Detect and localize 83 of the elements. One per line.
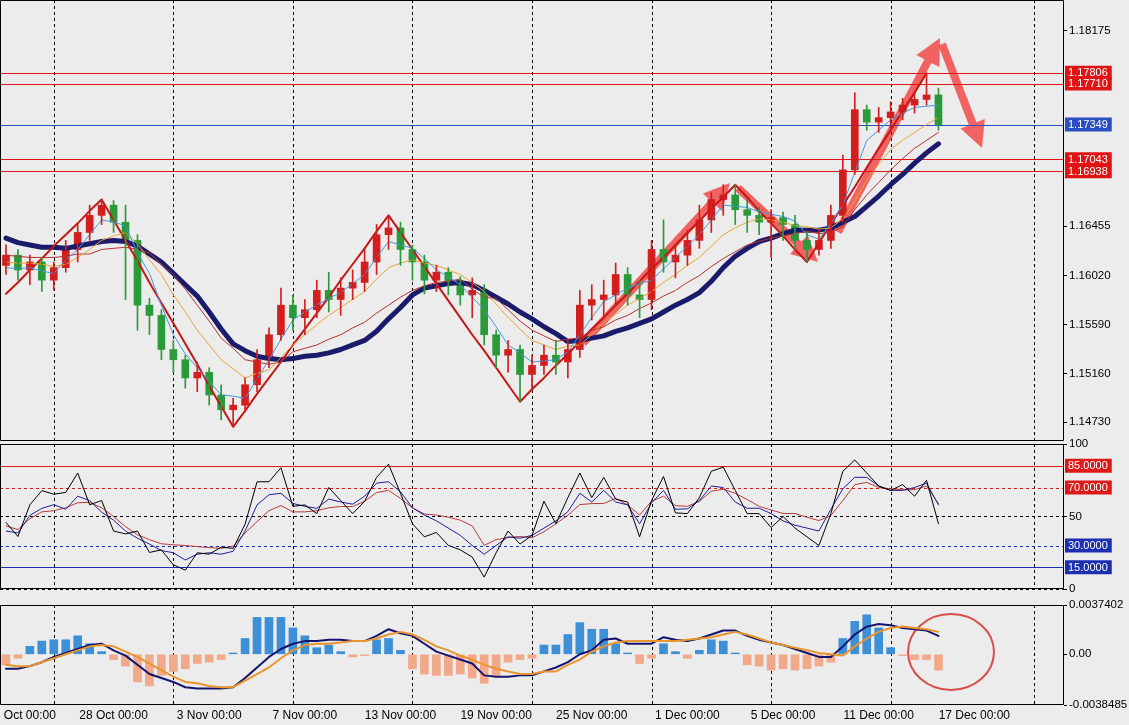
- bar: [180, 654, 190, 670]
- x-tick-label: 1 Dec 00:00: [655, 707, 721, 722]
- bar: [97, 651, 106, 655]
- bar: [659, 643, 668, 655]
- y-tick-label: 1.15590: [1069, 317, 1111, 330]
- bar: [396, 650, 405, 655]
- x-tick-label: Oct 00:00: [3, 707, 57, 722]
- ref-line-label: 1.17806: [1068, 66, 1108, 79]
- x-tick-label: 13 Nov 00:00: [364, 707, 437, 722]
- bar: [527, 654, 537, 659]
- bar: [515, 654, 525, 660]
- bar: [169, 654, 178, 672]
- y-tick-label: 1.16020: [1069, 268, 1111, 281]
- bar: [312, 647, 322, 655]
- bar: [432, 654, 441, 676]
- ref-line-label: 30.0000: [1068, 539, 1108, 552]
- bar: [252, 617, 262, 655]
- bar: [408, 654, 417, 670]
- bar: [718, 640, 728, 655]
- y-tick-label: 0.00: [1069, 647, 1092, 660]
- y-tick-label: 0: [1069, 582, 1076, 595]
- y-tick-label: -0.0038485: [1069, 698, 1128, 711]
- bar: [204, 654, 214, 663]
- y-tick-label: 1.14730: [1069, 415, 1111, 428]
- bar: [240, 638, 250, 655]
- bar: [922, 654, 931, 660]
- ref-line-label: 15.0000: [1068, 560, 1108, 573]
- bar: [37, 640, 47, 655]
- bar: [611, 643, 621, 655]
- bar: [49, 639, 59, 655]
- bar: [25, 646, 35, 655]
- bar: [707, 639, 716, 655]
- bar: [671, 651, 680, 655]
- ref-line-label: 85.0000: [1068, 459, 1108, 472]
- bar: [910, 654, 919, 660]
- x-tick-label: 7 Nov 00:00: [272, 707, 338, 722]
- bar: [384, 638, 393, 655]
- x-tick-label: 17 Dec 00:00: [938, 707, 1011, 722]
- x-tick-label: 5 Dec 00:00: [750, 707, 816, 722]
- bar: [264, 617, 274, 655]
- y-tick-label: 1.16455: [1069, 219, 1111, 232]
- y-tick-label: 1.18175: [1069, 23, 1111, 36]
- bar: [575, 622, 585, 655]
- x-tick-label: 28 Oct 00:00: [79, 707, 149, 722]
- bar: [216, 654, 226, 660]
- bar: [635, 654, 644, 664]
- ref-line-label: 1.17349: [1068, 118, 1108, 131]
- bar: [778, 654, 788, 670]
- bar: [563, 634, 573, 655]
- bar: [503, 654, 513, 663]
- bar: [754, 654, 764, 667]
- bar: [109, 654, 118, 660]
- bar: [742, 654, 752, 666]
- bar: [766, 654, 776, 671]
- bar: [372, 639, 381, 655]
- ref-line-label: 1.17710: [1068, 77, 1108, 90]
- y-tick-label: 0.0037402: [1069, 598, 1124, 611]
- candlestick: [874, 107, 883, 133]
- bar: [695, 650, 704, 655]
- x-tick-label: 19 Nov 00:00: [460, 707, 533, 722]
- ref-line-label: 70.0000: [1068, 481, 1108, 494]
- bar: [802, 654, 812, 670]
- x-tick-label: 25 Nov 00:00: [556, 707, 628, 722]
- y-tick-label: 1.15160: [1069, 366, 1111, 379]
- bar: [348, 654, 357, 658]
- x-tick-label: 11 Dec 00:00: [843, 707, 915, 722]
- bar: [647, 654, 656, 659]
- bar: [886, 647, 895, 655]
- bar: [790, 654, 800, 671]
- ref-line-label: 1.16938: [1068, 164, 1108, 177]
- bar: [13, 654, 23, 659]
- bar: [324, 644, 334, 655]
- ref-line-label: 1.17043: [1068, 152, 1108, 165]
- y-tick-label: 100: [1069, 437, 1089, 450]
- bar: [934, 654, 943, 671]
- x-tick-label: 3 Nov 00:00: [176, 707, 242, 722]
- bar: [443, 654, 453, 676]
- bar: [336, 651, 346, 655]
- bar: [192, 654, 202, 664]
- bar: [874, 627, 884, 655]
- bar: [420, 654, 429, 675]
- y-tick-label: 50: [1069, 509, 1082, 522]
- bar: [683, 654, 692, 659]
